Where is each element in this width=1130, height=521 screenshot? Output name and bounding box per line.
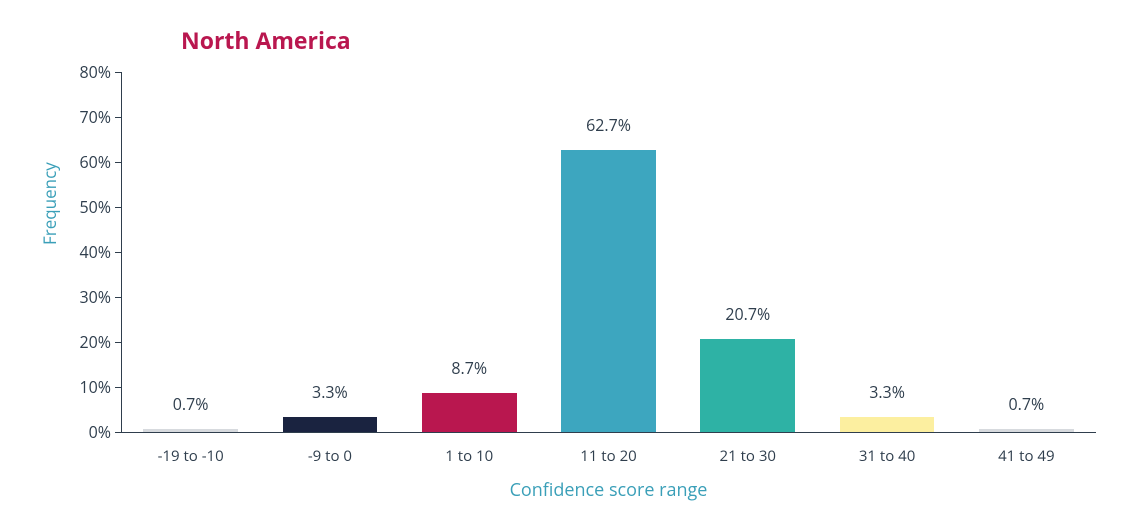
- x-axis-line: [121, 432, 1096, 433]
- y-tick-label: 20%: [51, 331, 111, 353]
- y-tick-label: 50%: [51, 196, 111, 218]
- x-tick-label: -9 to 0: [308, 446, 352, 466]
- bar: [422, 393, 517, 432]
- bar: [700, 339, 795, 432]
- bar-value-label: 20.7%: [725, 303, 770, 325]
- y-tick-label: 40%: [51, 241, 111, 263]
- bar: [283, 417, 378, 432]
- y-axis-line: [121, 72, 122, 432]
- bar-value-label: 62.7%: [586, 114, 631, 136]
- y-tick-label: 80%: [51, 61, 111, 83]
- bar-value-label: 0.7%: [1008, 393, 1044, 415]
- x-tick-label: 11 to 20: [580, 446, 636, 466]
- x-tick-label: 41 to 49: [998, 446, 1054, 466]
- chart-container: North America Frequency 0%10%20%30%40%50…: [0, 0, 1130, 521]
- x-tick-label: -19 to -10: [158, 446, 224, 466]
- bar-value-label: 0.7%: [173, 393, 209, 415]
- y-tick-label: 10%: [51, 376, 111, 398]
- x-tick-label: 21 to 30: [720, 446, 776, 466]
- plot-area: 0%10%20%30%40%50%60%70%80%0.7%-19 to -10…: [121, 72, 1096, 432]
- x-tick-label: 1 to 10: [445, 446, 493, 466]
- bar: [143, 429, 238, 432]
- bar: [979, 429, 1074, 432]
- chart-title: North America: [181, 24, 351, 56]
- bar-value-label: 8.7%: [451, 357, 487, 379]
- y-tick-label: 30%: [51, 286, 111, 308]
- y-tick-label: 70%: [51, 106, 111, 128]
- y-tick-label: 0%: [51, 421, 111, 443]
- bar-value-label: 3.3%: [869, 381, 905, 403]
- x-axis-label: Confidence score range: [459, 478, 759, 502]
- bar: [840, 417, 935, 432]
- x-tick-label: 31 to 40: [859, 446, 915, 466]
- y-tick-label: 60%: [51, 151, 111, 173]
- bar-value-label: 3.3%: [312, 381, 348, 403]
- bar: [561, 150, 656, 432]
